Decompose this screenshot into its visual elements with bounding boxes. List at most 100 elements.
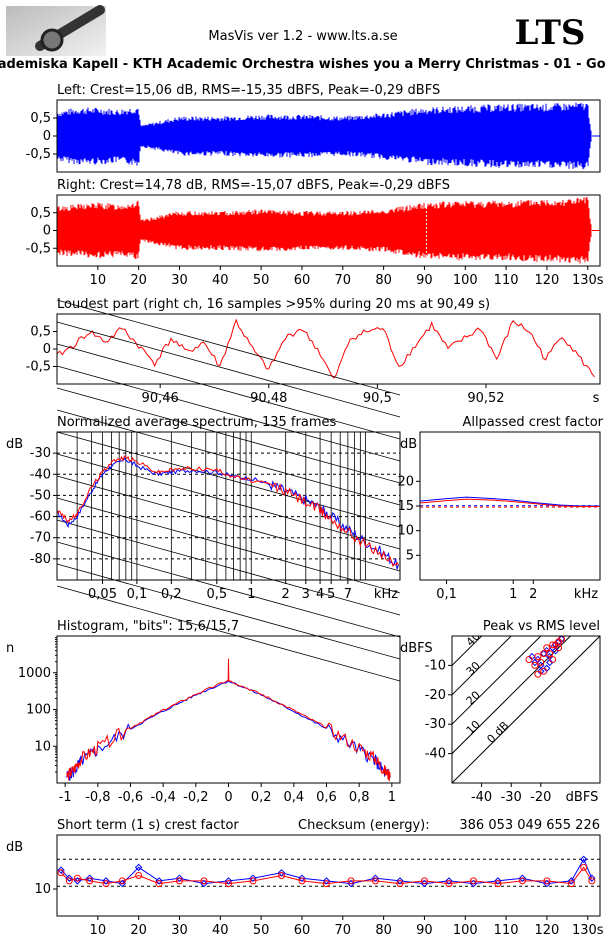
y-tick-label: 0 [43, 129, 51, 144]
y-axis-label: dB [6, 840, 23, 855]
file-title: KTHs Akademiska Kapell - KTH Academic Or… [0, 57, 606, 72]
x-tick-label: 100 [453, 923, 478, 938]
x-tick-label: 4 [316, 587, 324, 602]
y-tick-label: 0,5 [30, 111, 51, 126]
logo-photo [6, 5, 106, 56]
diagonal-label: 10 [464, 718, 483, 737]
slope-line [56, 431, 401, 528]
crest-point-right [322, 880, 330, 888]
y-axis-label: dB [400, 437, 417, 452]
waveform-right [57, 197, 592, 264]
slope-line [56, 299, 401, 396]
y-tick-label: -0,5 [26, 147, 51, 162]
crest-point-left [57, 866, 65, 874]
crest-point-left [85, 874, 94, 882]
x-tick-label: 50 [253, 923, 270, 938]
crest-point-right [86, 877, 94, 885]
crest-point-right [420, 877, 428, 885]
crest-point-right [249, 877, 257, 885]
x-unit: kHz [574, 587, 598, 602]
diagonal-label: 20 [464, 689, 483, 708]
x-tick-label: 30 [171, 273, 188, 288]
diagonal-line [452, 636, 512, 696]
spectrum-series-group [57, 455, 400, 570]
scatter-point-right [555, 644, 563, 652]
y-tick-label: 10 [397, 524, 414, 539]
chart-left: 0,5 0 -0,5 [26, 99, 601, 173]
y-tick-label: 0 [43, 342, 51, 357]
scatter-point-right [549, 641, 557, 649]
crest-point-right [135, 872, 143, 879]
scatter-point-right [540, 667, 548, 675]
x-tick-label: 120 [535, 923, 560, 938]
y-tick-label: 100 [26, 703, 51, 718]
crest-series [419, 498, 600, 507]
crest-point-left [175, 874, 184, 882]
scatter-point-right [540, 650, 548, 658]
scatter-point-right [534, 653, 542, 661]
y-tick-label: 0,5 [30, 206, 51, 221]
chart-title: Peak vs RMS level [483, 619, 600, 634]
y-axis-label: dBFS [400, 641, 433, 656]
y-tick-label: 15 [397, 499, 414, 514]
x-tick-label: 60 [294, 273, 311, 288]
y-tick-label: -10 [425, 658, 446, 673]
crest-point-left [518, 874, 527, 882]
crest-point-right [65, 877, 73, 885]
crest-point-right [57, 869, 65, 877]
crest-point-left [322, 877, 331, 885]
x-tick-label: 0,1 [127, 587, 148, 602]
diagonal-line [452, 636, 542, 725]
crest-trace [60, 858, 593, 885]
plot-frame [451, 635, 601, 784]
x-tick-label: 10 [90, 273, 107, 288]
crest-point-right [73, 874, 81, 882]
chart-short-crest: Checksum (energy): 386 053 049 655 226 dB 1… [6, 818, 604, 938]
x-tick-label: 2 [529, 587, 537, 602]
chart-title: Loudest part (right ch, 16 samples >95% … [57, 297, 490, 312]
loudest-series [56, 318, 595, 379]
x-tick-label: 80 [375, 273, 392, 288]
chart-title: Allpassed crest factor [462, 415, 603, 430]
x-tick-label: 90 [416, 923, 433, 938]
waveform-left [57, 102, 592, 170]
scatter-point-left [545, 658, 554, 667]
x-tick-label: 40 [212, 923, 229, 938]
y-tick-label: -60 [30, 510, 51, 525]
x-tick-label: 50 [253, 273, 270, 288]
crest-point-left [65, 874, 73, 882]
y-tick-label: 5 [406, 548, 414, 563]
chart-title: Normalized average spectrum, 135 frames [57, 415, 336, 430]
crest-point-right [396, 880, 404, 888]
y-tick-label: -80 [30, 552, 51, 567]
crest-point-left [494, 877, 502, 885]
x-tick-label: 0,2 [161, 587, 182, 602]
crest-point-left [396, 877, 404, 885]
x-tick-label: 90,46 [142, 391, 179, 406]
spectrum-series [57, 455, 400, 568]
x-tick-label: -20 [530, 790, 551, 805]
y-tick-label: 0 [43, 224, 51, 239]
x-tick-label: 0,1 [436, 587, 457, 602]
slope-line [56, 453, 401, 550]
crest-point-right [118, 877, 126, 885]
plot-frame [56, 834, 601, 917]
slope-line [56, 365, 401, 462]
y-tick-label: 20 [397, 474, 414, 489]
y-axis-label: dB [6, 437, 23, 452]
x-tick-label: -0,6 [118, 790, 143, 805]
crest-point-right [518, 877, 526, 885]
x-tick-label: 60 [294, 923, 311, 938]
x-tick-label: -30 [501, 790, 522, 805]
x-tick-label: 20 [130, 273, 147, 288]
crest-point-left [567, 877, 576, 885]
x-tick-label: -0,2 [183, 790, 208, 805]
slope-line [56, 563, 401, 660]
diagonal-group: 40 30 20 10 0 dB [452, 636, 600, 783]
chart-title: Right: Crest=14,78 dB, RMS=-15,07 dBFS, … [57, 178, 450, 193]
x-tick-label: 2 [282, 587, 290, 602]
crest-point-right [175, 877, 183, 885]
y-tick-label: -70 [30, 531, 51, 546]
scatter-point-right [525, 656, 533, 664]
x-tick-label: -40 [471, 790, 492, 805]
